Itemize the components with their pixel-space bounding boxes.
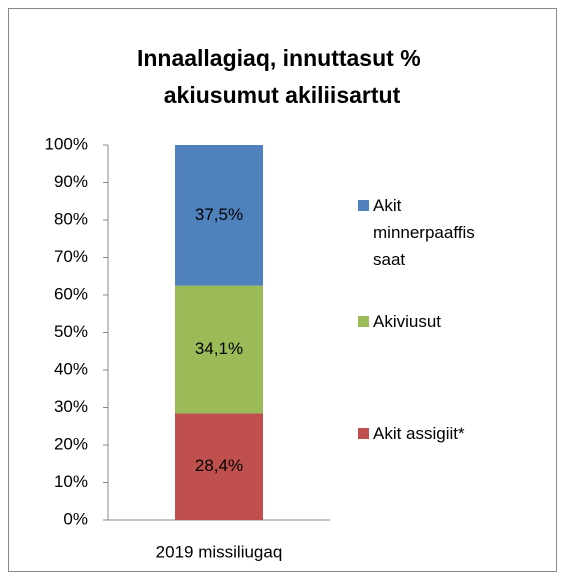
y-tick-label: 40% [54, 359, 88, 378]
bar-segment [175, 145, 263, 286]
data-label: 34,1% [195, 339, 243, 358]
y-tick-label: 90% [54, 172, 88, 191]
bar-segment [175, 413, 263, 520]
y-tick-label: 100% [45, 134, 88, 153]
data-label: 37,5% [195, 205, 243, 224]
chart-title: Innaallagiaq, innuttasut % akiusumut aki… [137, 45, 427, 108]
y-tick-label: 30% [54, 397, 88, 416]
data-label: 28,4% [195, 456, 243, 475]
legend-label: Akit minnerpaaffis saat [373, 196, 475, 269]
x-tick-label: 2019 missiliugaq [156, 542, 283, 561]
y-tick-label: 50% [54, 322, 88, 341]
legend-label: Akiviusut [373, 312, 442, 331]
legend-swatch [358, 316, 369, 327]
y-tick-label: 80% [54, 209, 88, 228]
legend-swatch [358, 428, 369, 439]
legend-label: Akit assigiit* [373, 424, 465, 443]
y-tick-label: 0% [63, 509, 88, 528]
y-tick-label: 20% [54, 434, 88, 453]
y-tick-label: 70% [54, 247, 88, 266]
chart-frame [8, 8, 557, 572]
bar-segment [175, 285, 263, 414]
y-tick-label: 60% [54, 284, 88, 303]
y-tick-label: 10% [54, 472, 88, 491]
legend-swatch [358, 200, 369, 211]
